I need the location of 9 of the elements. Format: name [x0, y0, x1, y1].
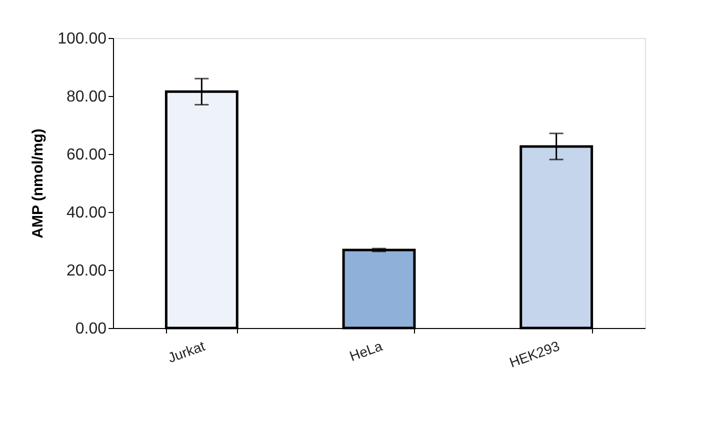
y-tick-label: 40.00 [66, 204, 107, 222]
y-tick-label: 100.00 [58, 30, 107, 48]
x-tick-label: Jurkat [166, 338, 208, 366]
y-tick-label: 60.00 [66, 146, 107, 164]
y-tick-label: 20.00 [66, 262, 107, 280]
y-tick-label: 80.00 [66, 88, 107, 106]
x-tick-label: HeLa [347, 338, 384, 364]
y-tick-label: 0.00 [75, 320, 107, 338]
y-axis-title: AMP (nmol/mg) [30, 128, 47, 238]
